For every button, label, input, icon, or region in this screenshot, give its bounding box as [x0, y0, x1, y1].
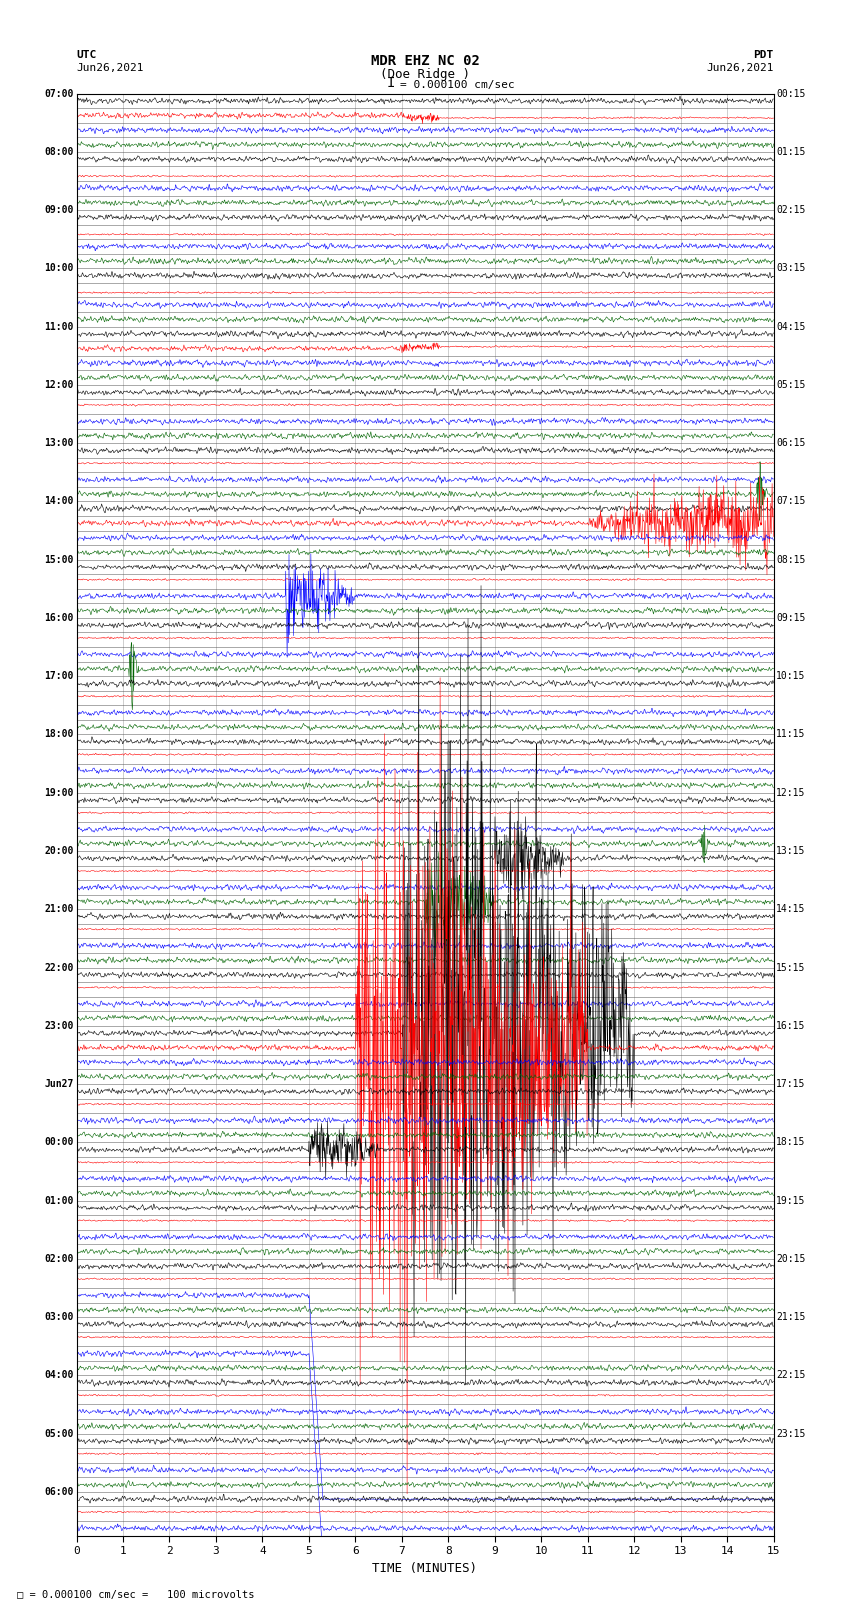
Text: 11:00: 11:00: [44, 321, 74, 332]
Text: I: I: [387, 76, 395, 90]
Text: 02:00: 02:00: [44, 1253, 74, 1265]
Text: 05:15: 05:15: [776, 381, 806, 390]
Text: 23:00: 23:00: [44, 1021, 74, 1031]
Text: 07:00: 07:00: [44, 89, 74, 98]
Text: 05:00: 05:00: [44, 1429, 74, 1439]
Text: 14:15: 14:15: [776, 905, 806, 915]
Text: 10:00: 10:00: [44, 263, 74, 273]
X-axis label: TIME (MINUTES): TIME (MINUTES): [372, 1561, 478, 1574]
Text: 12:00: 12:00: [44, 381, 74, 390]
Text: (Doe Ridge ): (Doe Ridge ): [380, 68, 470, 81]
Text: 04:00: 04:00: [44, 1371, 74, 1381]
Text: 21:15: 21:15: [776, 1311, 806, 1323]
Text: 06:00: 06:00: [44, 1487, 74, 1497]
Text: 16:00: 16:00: [44, 613, 74, 623]
Text: 00:00: 00:00: [44, 1137, 74, 1147]
Text: 15:15: 15:15: [776, 963, 806, 973]
Text: 14:00: 14:00: [44, 497, 74, 506]
Text: 22:15: 22:15: [776, 1371, 806, 1381]
Text: 09:15: 09:15: [776, 613, 806, 623]
Text: 03:15: 03:15: [776, 263, 806, 273]
Text: 17:15: 17:15: [776, 1079, 806, 1089]
Text: 15:00: 15:00: [44, 555, 74, 565]
Text: 01:15: 01:15: [776, 147, 806, 156]
Text: 17:00: 17:00: [44, 671, 74, 681]
Text: 18:00: 18:00: [44, 729, 74, 739]
Text: PDT: PDT: [753, 50, 774, 60]
Text: 20:15: 20:15: [776, 1253, 806, 1265]
Text: 11:15: 11:15: [776, 729, 806, 739]
Text: 22:00: 22:00: [44, 963, 74, 973]
Text: 20:00: 20:00: [44, 845, 74, 857]
Text: UTC: UTC: [76, 50, 97, 60]
Text: 07:15: 07:15: [776, 497, 806, 506]
Text: = 0.000100 cm/sec: = 0.000100 cm/sec: [400, 81, 514, 90]
Text: 01:00: 01:00: [44, 1195, 74, 1205]
Text: 19:00: 19:00: [44, 787, 74, 798]
Text: 12:15: 12:15: [776, 787, 806, 798]
Text: MDR EHZ NC 02: MDR EHZ NC 02: [371, 53, 479, 68]
Text: 09:00: 09:00: [44, 205, 74, 215]
Text: 13:15: 13:15: [776, 845, 806, 857]
Text: 21:00: 21:00: [44, 905, 74, 915]
Text: 23:15: 23:15: [776, 1429, 806, 1439]
Text: 16:15: 16:15: [776, 1021, 806, 1031]
Text: □ = 0.000100 cm/sec =   100 microvolts: □ = 0.000100 cm/sec = 100 microvolts: [17, 1590, 254, 1600]
Text: 13:00: 13:00: [44, 439, 74, 448]
Text: 02:15: 02:15: [776, 205, 806, 215]
Text: Jun27: Jun27: [44, 1079, 74, 1089]
Text: 10:15: 10:15: [776, 671, 806, 681]
Text: Jun26,2021: Jun26,2021: [706, 63, 774, 73]
Text: 08:00: 08:00: [44, 147, 74, 156]
Text: 06:15: 06:15: [776, 439, 806, 448]
Text: 19:15: 19:15: [776, 1195, 806, 1205]
Text: Jun26,2021: Jun26,2021: [76, 63, 144, 73]
Text: 00:15: 00:15: [776, 89, 806, 98]
Text: 18:15: 18:15: [776, 1137, 806, 1147]
Text: 04:15: 04:15: [776, 321, 806, 332]
Text: 08:15: 08:15: [776, 555, 806, 565]
Text: 03:00: 03:00: [44, 1311, 74, 1323]
